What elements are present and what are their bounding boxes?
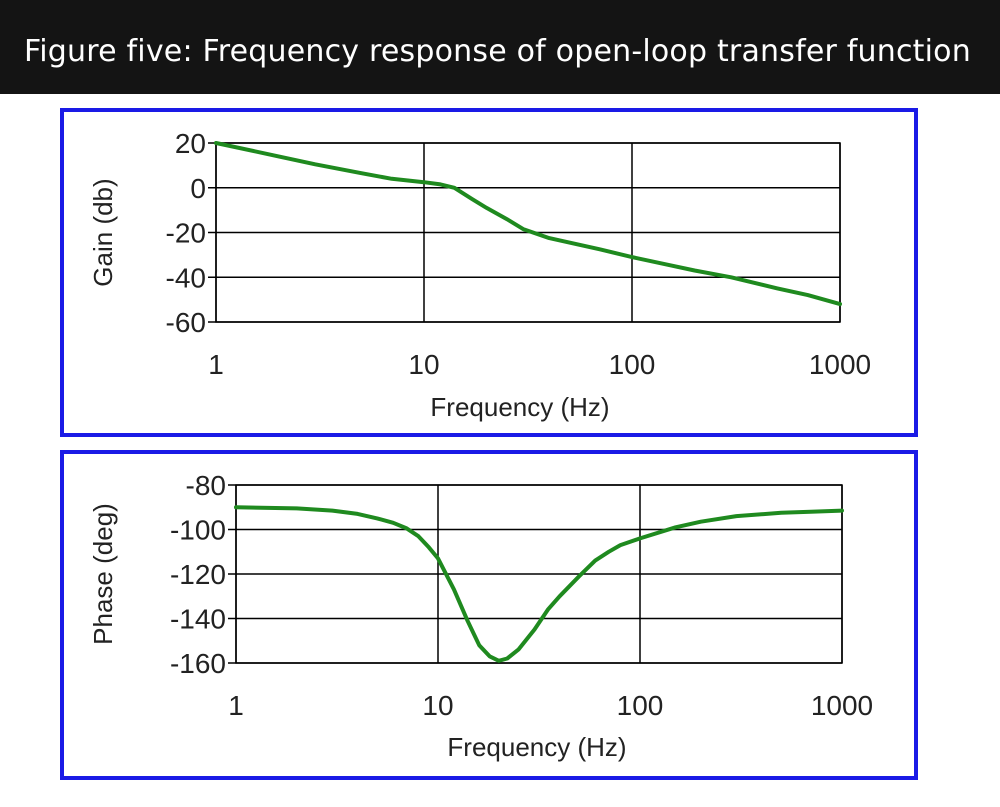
figure-caption: Figure five: Frequency response of open-… — [24, 34, 971, 69]
gain-x-tick-label: 1 — [208, 349, 224, 380]
gain-x-tick-label: 100 — [609, 349, 656, 380]
phase-x-tick-label: 10 — [422, 690, 453, 721]
gain-y-tick-label: -60 — [166, 307, 206, 338]
phase-x-tick-label: 1 — [228, 690, 244, 721]
gain-chart-panel — [60, 108, 918, 437]
phase-y-axis-label: Phase (deg) — [88, 503, 118, 645]
phase-y-tick-label: -140 — [170, 604, 226, 635]
phase-y-tick-label: -160 — [170, 648, 226, 679]
gain-y-axis-label: Gain (db) — [88, 178, 118, 286]
gain-x-axis-label: Frequency (Hz) — [430, 392, 609, 422]
gain-series-line — [214, 141, 842, 307]
phase-plot-frame — [235, 484, 843, 664]
phase-x-tick-label: 100 — [617, 690, 664, 721]
phase-series-line — [234, 505, 844, 663]
phase-x-axis-label: Frequency (Hz) — [447, 732, 626, 762]
phase-y-tick-label: -100 — [170, 515, 226, 546]
gain-y-tick-label: 0 — [190, 173, 206, 204]
phase-chart-panel — [60, 450, 918, 780]
gain-plot-frame — [215, 142, 841, 323]
gain-y-tick-label: 20 — [175, 128, 206, 159]
phase-y-tick-label: -80 — [186, 470, 226, 501]
phase-y-tick-label: -120 — [170, 559, 226, 590]
phase-x-tick-label: 1000 — [811, 690, 873, 721]
gain-x-tick-label: 10 — [408, 349, 439, 380]
caption-banner: Figure five: Frequency response of open-… — [0, 0, 1000, 94]
gain-x-tick-label: 1000 — [809, 349, 871, 380]
gain-y-tick-label: -40 — [166, 262, 206, 293]
gain-y-tick-label: -20 — [166, 218, 206, 249]
